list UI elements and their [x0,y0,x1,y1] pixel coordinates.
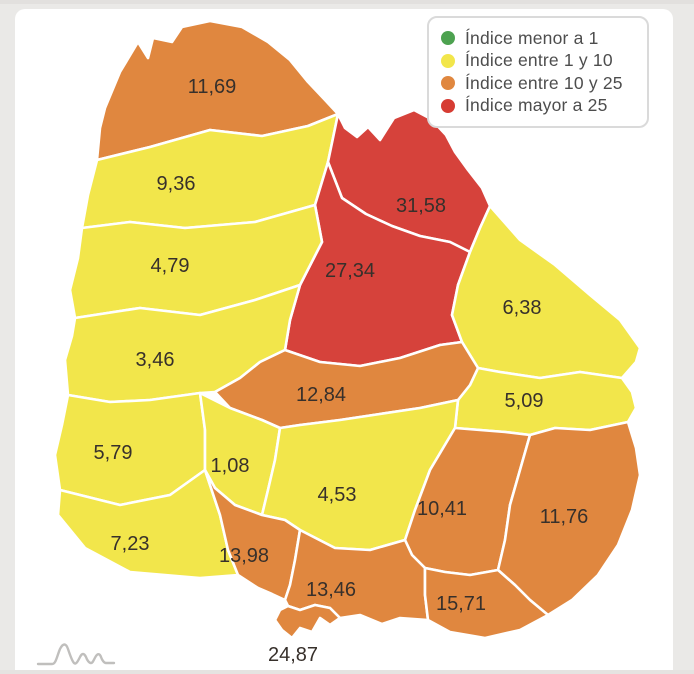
region-durazno-value: 12,84 [296,384,346,406]
region-maldonado-value: 15,71 [436,593,486,615]
region-artigas-value: 11,69 [188,76,237,98]
region-montevideo-value: 24,87 [268,644,318,666]
region-salto-value: 9,36 [157,173,196,195]
region-canelones [283,528,430,626]
region-tacuarembo-value: 27,34 [325,260,375,282]
region-rocha-value: 11,76 [540,506,589,528]
legend-item-label: Índice entre 1 y 10 [465,50,613,71]
legend-item-menor-1: Índice menor a 1 [441,27,635,50]
frame-top-edge [0,0,694,4]
legend-dot-yellow-icon [441,53,455,68]
legend-item-entre-1-10: Índice entre 1 y 10 [441,50,635,73]
region-colonia-value: 7,23 [111,533,150,555]
legend-item-label: Índice menor a 1 [465,27,599,48]
legend-item-label: Índice entre 10 y 25 [465,72,623,93]
region-montevideo [273,603,342,640]
region-flores-value: 1,08 [211,455,250,477]
region-cerro-largo-value: 6,38 [503,297,542,319]
legend: Índice menor a 1 Índice entre 1 y 10 Índ… [427,16,649,128]
frame-bottom-edge [0,670,694,674]
region-san-jose-value: 13,98 [219,545,269,567]
region-cerro-largo [450,204,642,380]
region-rivera-value: 31,58 [396,195,446,217]
legend-item-mayor-25: Índice mayor a 25 [441,95,635,118]
region-artigas [95,19,340,162]
region-florida-value: 4,53 [318,484,357,506]
region-paysandu-value: 4,79 [151,255,190,277]
legend-item-label: Índice mayor a 25 [465,95,608,116]
region-treinta-y-tres-value: 5,09 [505,390,544,412]
region-soriano-value: 5,79 [94,442,133,464]
legend-dot-orange-icon [441,76,455,91]
region-rocha [496,420,642,617]
region-canelones-value: 13,46 [306,579,356,601]
region-maldonado [423,566,550,640]
legend-dot-red-icon [441,98,455,113]
region-lavalleja-value: 10,41 [417,498,467,520]
legend-item-entre-10-25: Índice entre 10 y 25 [441,72,635,95]
hills-logo-icon [36,643,116,666]
region-rio-negro-value: 3,46 [136,349,175,371]
legend-dot-green-icon [441,31,455,46]
